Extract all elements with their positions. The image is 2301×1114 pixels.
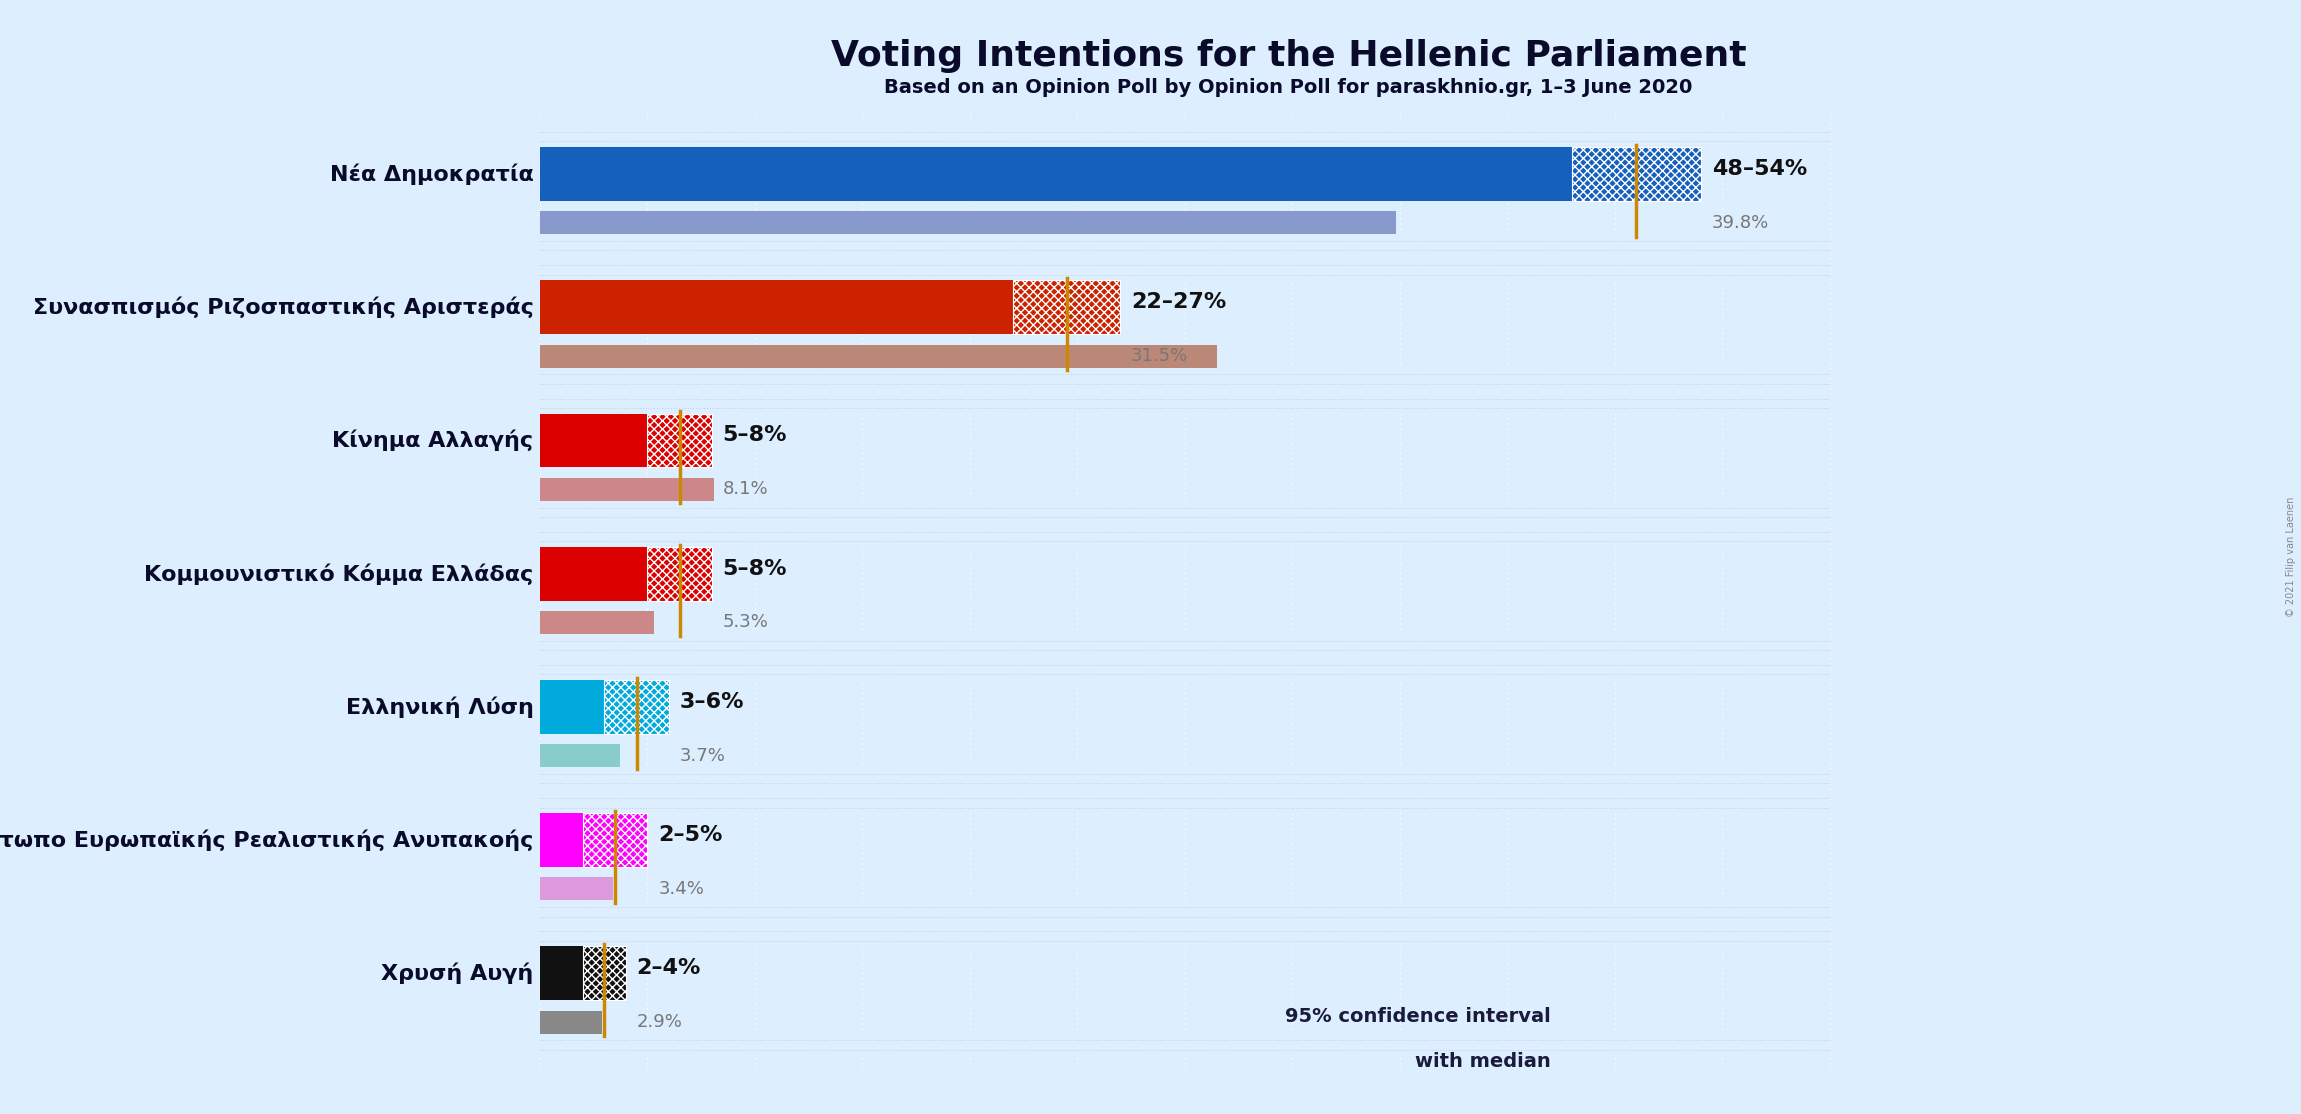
Bar <box>541 924 1829 947</box>
Text: Based on an Opinion Poll by Opinion Poll for paraskhnio.gr, 1–3 June 2020: Based on an Opinion Poll by Opinion Poll… <box>884 78 1694 97</box>
Text: 5–8%: 5–8% <box>723 558 787 578</box>
Text: Συνασπισμός Ριζοσπαστικής Αριστεράς: Συνασπισμός Ριζοσπαστικής Αριστεράς <box>32 296 534 319</box>
Bar <box>1572 147 1700 201</box>
Bar <box>541 634 1829 657</box>
Text: 95% confidence interval: 95% confidence interval <box>1284 1007 1551 1026</box>
Bar <box>647 413 711 468</box>
Text: Κομμουνιστικό Κόμμα Ελλάδας: Κομμουνιστικό Κόμμα Ελλάδας <box>145 563 534 585</box>
Bar <box>541 813 582 867</box>
Text: © 2021 Filip van Laenen: © 2021 Filip van Laenen <box>2287 497 2296 617</box>
Text: 3.7%: 3.7% <box>679 746 725 764</box>
Text: 48–54%: 48–54% <box>1712 159 1806 179</box>
Bar <box>541 147 1572 201</box>
Bar <box>541 768 1829 790</box>
Bar <box>1434 1071 1486 1114</box>
Bar <box>647 547 711 600</box>
Bar <box>1358 1071 1434 1114</box>
Bar <box>541 790 1829 813</box>
Bar <box>541 524 1829 547</box>
Text: with median: with median <box>1415 1052 1551 1071</box>
Bar <box>541 124 1829 147</box>
Bar <box>605 680 670 734</box>
Bar <box>541 234 1829 257</box>
Bar <box>541 257 1829 281</box>
Text: 8.1%: 8.1% <box>723 480 769 498</box>
Bar <box>582 813 647 867</box>
Text: 39.8%: 39.8% <box>1712 214 1769 232</box>
Bar <box>541 900 1829 924</box>
Text: 2–4%: 2–4% <box>637 958 702 978</box>
Text: Μέτωπο Ευρωπαϊκής Ρεαλιστικής Ανυπακοής: Μέτωπο Ευρωπαϊκής Ρεαλιστικής Ανυπακοής <box>0 830 534 851</box>
Bar <box>541 1010 603 1034</box>
Bar <box>541 680 605 734</box>
Text: 5–8%: 5–8% <box>723 426 787 446</box>
Bar <box>541 1034 1829 1057</box>
Bar <box>541 478 713 501</box>
Text: Voting Intentions for the Hellenic Parliament: Voting Intentions for the Hellenic Parli… <box>831 39 1746 74</box>
Text: Ελληνική Λύση: Ελληνική Λύση <box>345 696 534 717</box>
Text: Νέα Δημοκρατία: Νέα Δημοκρατία <box>329 164 534 185</box>
Bar <box>1012 281 1121 334</box>
Text: 3–6%: 3–6% <box>679 692 743 712</box>
Text: 2.9%: 2.9% <box>637 1013 683 1032</box>
Bar <box>541 744 619 768</box>
Text: 31.5%: 31.5% <box>1132 348 1187 365</box>
Bar <box>582 947 626 1000</box>
Text: Κίνημα Αλλαγής: Κίνημα Αλλαγής <box>331 430 534 451</box>
Bar <box>541 501 1829 524</box>
Text: Χρυσή Αυγή: Χρυσή Αυγή <box>382 962 534 984</box>
Bar <box>541 212 1397 234</box>
Bar <box>541 391 1829 413</box>
Bar <box>541 547 647 600</box>
Bar <box>541 878 612 900</box>
Text: 2–5%: 2–5% <box>658 825 723 846</box>
Text: 3.4%: 3.4% <box>658 880 704 898</box>
Bar <box>541 368 1829 391</box>
Bar <box>541 947 582 1000</box>
Bar <box>541 344 1217 368</box>
Bar <box>541 413 647 468</box>
Text: 22–27%: 22–27% <box>1132 292 1226 312</box>
Bar <box>541 281 1012 334</box>
Text: 5.3%: 5.3% <box>723 614 769 632</box>
Bar <box>541 657 1829 680</box>
Bar <box>541 610 653 634</box>
